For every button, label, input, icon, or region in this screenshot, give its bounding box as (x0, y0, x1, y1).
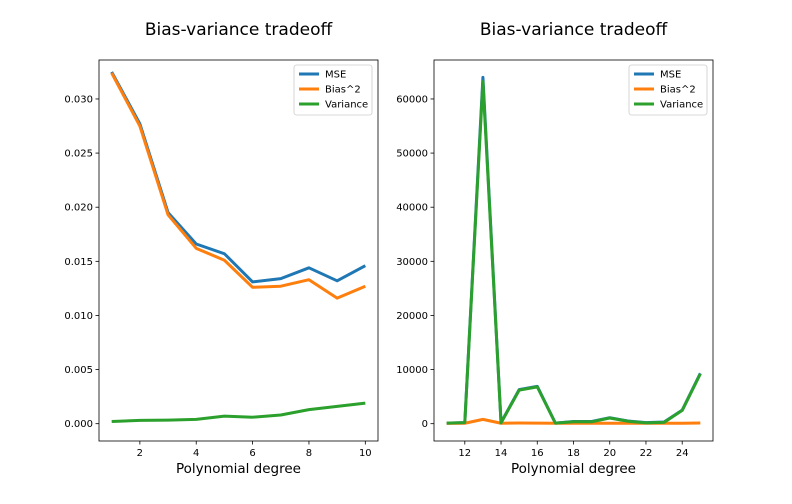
legend-label: Variance (660, 100, 703, 111)
x-tick-label: 4 (193, 448, 199, 459)
x-tick-label: 12 (458, 448, 471, 459)
legend-label: MSE (325, 70, 346, 81)
legend-label: MSE (660, 70, 681, 81)
y-tick-label: 0.000 (64, 419, 93, 430)
chart-title: Bias-variance tradeoff (145, 20, 334, 40)
y-tick-label: 40000 (396, 203, 428, 214)
x-tick-label: 24 (676, 448, 689, 459)
y-tick-label: 0.005 (64, 365, 93, 376)
legend: MSE Bias^2 Variance (293, 64, 373, 116)
x-axis-label: Polynomial degree (511, 461, 636, 477)
series-line-bias-2 (110, 72, 366, 300)
y-tick-label: 0.025 (64, 149, 93, 160)
y-tick-label: 0.020 (64, 203, 93, 214)
x-tick-label: 14 (495, 448, 508, 459)
x-axis-label: Polynomial degree (176, 461, 301, 477)
legend-label: Variance (325, 100, 368, 111)
x-tick-label: 2 (137, 448, 143, 459)
x-tick-label: 6 (249, 448, 255, 459)
axes-frame (98, 59, 379, 442)
x-tick-label: 10 (359, 448, 372, 459)
legend-label: Bias^2 (325, 85, 361, 96)
x-tick-label: 22 (640, 448, 653, 459)
right-chart-panel: Bias-variance tradeoff 12 14 16 18 20 22 24 0 100… (396, 20, 714, 477)
x-tick-label: 8 (306, 448, 312, 459)
legend: MSE Bias^2 Variance (628, 64, 708, 116)
y-tick-label: 30000 (396, 257, 428, 268)
y-tick-label: 10000 (396, 365, 428, 376)
left-chart-panel: Bias-variance tradeoff 2 4 6 8 10 0.000 0.005 0.… (64, 20, 379, 477)
y-tick-label: 20000 (396, 311, 428, 322)
series-line-variance (446, 80, 702, 425)
y-tick-label: 0.030 (64, 94, 93, 105)
y-tick-label: 60000 (396, 94, 428, 105)
x-tick-label: 20 (603, 448, 616, 459)
x-tick-label: 18 (567, 448, 580, 459)
y-tick-label: 0.015 (64, 257, 93, 268)
legend-label: Bias^2 (660, 85, 696, 96)
y-tick-label: 0 (422, 419, 428, 430)
x-tick-label: 16 (531, 448, 544, 459)
series-line-variance (111, 401, 366, 424)
y-tick-label: 0.010 (64, 311, 93, 322)
y-tick-label: 50000 (396, 149, 428, 160)
chart-title: Bias-variance tradeoff (480, 20, 669, 40)
